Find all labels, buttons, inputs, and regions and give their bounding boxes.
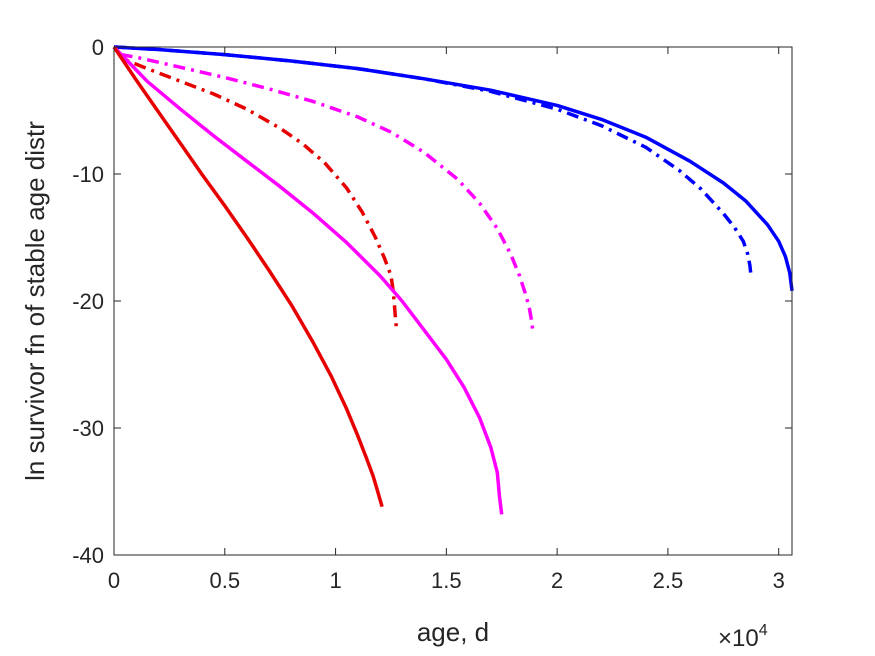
x-axis-label: age, d: [417, 617, 489, 647]
tick-labels-layer: 0 0.5 1 1.5 2 2.5 3 0 -10 -20 -30 -40: [72, 35, 785, 593]
x-tick-label: 2.5: [653, 568, 684, 593]
ticks-layer: [113, 46, 792, 556]
x-tick-label: 1.5: [431, 568, 462, 593]
series-line-2: [113, 45, 753, 276]
y-tick-label: -40: [72, 543, 104, 568]
x-tick-label: 1: [329, 568, 341, 593]
series-line-3: [120, 52, 535, 332]
y-tick-label: 0: [92, 35, 104, 60]
x-tick-label: 3: [773, 568, 785, 593]
y-tick-label: -10: [72, 162, 104, 187]
series-line-5: [112, 45, 504, 515]
series-layer: [112, 45, 794, 515]
series-line-6: [112, 46, 384, 508]
y-axis-label: ln survivor fn of stable age distr: [20, 121, 50, 481]
plot-area: [114, 47, 792, 555]
x-tick-label: 2: [551, 568, 563, 593]
y-tick-label: -20: [72, 289, 104, 314]
x-axis-multiplier: ×104: [718, 622, 768, 652]
y-tick-label: -30: [72, 416, 104, 441]
x-tick-label: 0: [108, 568, 120, 593]
x-tick-label: 0.5: [209, 568, 240, 593]
